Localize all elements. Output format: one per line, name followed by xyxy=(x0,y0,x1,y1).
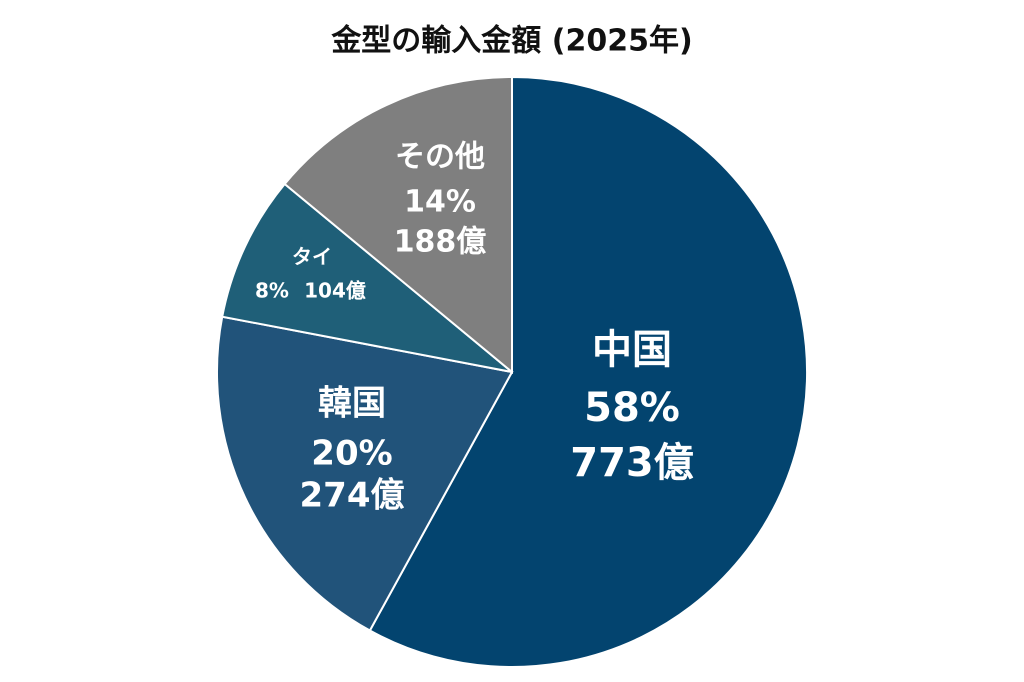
slice-amount: 274億 xyxy=(300,476,405,516)
chart-title: 金型の輸入金額 (2025年) xyxy=(330,24,692,59)
slice-amount: 773億 xyxy=(570,440,694,486)
pie-slice xyxy=(283,75,513,375)
slice-name: 中国 xyxy=(592,327,672,373)
slice-name: タイ xyxy=(292,245,332,269)
slice-name: 韓国 xyxy=(318,384,386,424)
pie-slice xyxy=(221,182,513,373)
pie-slice xyxy=(216,315,514,632)
slice-percent: 14% xyxy=(404,185,476,220)
slice-amount: 188億 xyxy=(394,225,487,260)
slice-percent: 58% xyxy=(584,385,680,431)
pie-slice xyxy=(368,75,808,668)
slice-amount: 104億 xyxy=(304,279,366,303)
slice-percent: 8% xyxy=(255,279,289,303)
slice-percent: 20% xyxy=(311,434,392,474)
slice-name: その他 xyxy=(395,140,485,175)
